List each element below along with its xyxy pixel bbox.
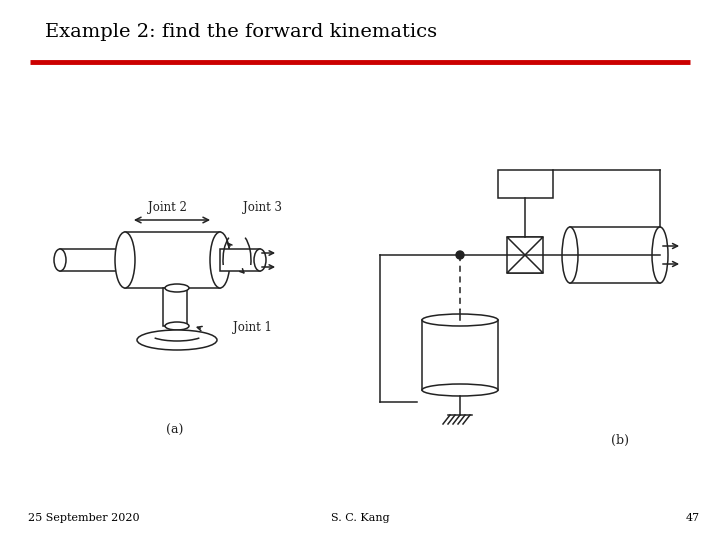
Text: Joint 3: Joint 3 [243,201,282,214]
Text: Example 2: find the forward kinematics: Example 2: find the forward kinematics [45,23,437,41]
FancyBboxPatch shape [60,249,125,271]
Text: S. C. Kang: S. C. Kang [330,513,390,523]
Polygon shape [507,255,543,273]
Ellipse shape [652,227,668,283]
Text: Joint 2: Joint 2 [148,201,186,214]
Text: Joint 1: Joint 1 [233,321,272,334]
Ellipse shape [562,227,578,283]
Text: (b): (b) [611,434,629,447]
Ellipse shape [422,314,498,326]
Ellipse shape [137,330,217,350]
FancyBboxPatch shape [422,320,498,390]
Ellipse shape [210,232,230,288]
Text: (a): (a) [166,423,184,436]
FancyBboxPatch shape [163,288,187,326]
Ellipse shape [54,249,66,271]
Ellipse shape [165,284,189,292]
Ellipse shape [254,249,266,271]
Polygon shape [507,237,543,255]
Ellipse shape [165,322,189,330]
FancyBboxPatch shape [507,237,543,273]
Circle shape [456,251,464,259]
Ellipse shape [119,249,131,271]
Ellipse shape [422,384,498,396]
Ellipse shape [115,232,135,288]
Text: 25 September 2020: 25 September 2020 [28,513,140,523]
FancyBboxPatch shape [498,170,552,198]
FancyBboxPatch shape [220,249,260,271]
Text: 47: 47 [686,513,700,523]
FancyBboxPatch shape [125,232,220,288]
FancyBboxPatch shape [570,227,660,283]
